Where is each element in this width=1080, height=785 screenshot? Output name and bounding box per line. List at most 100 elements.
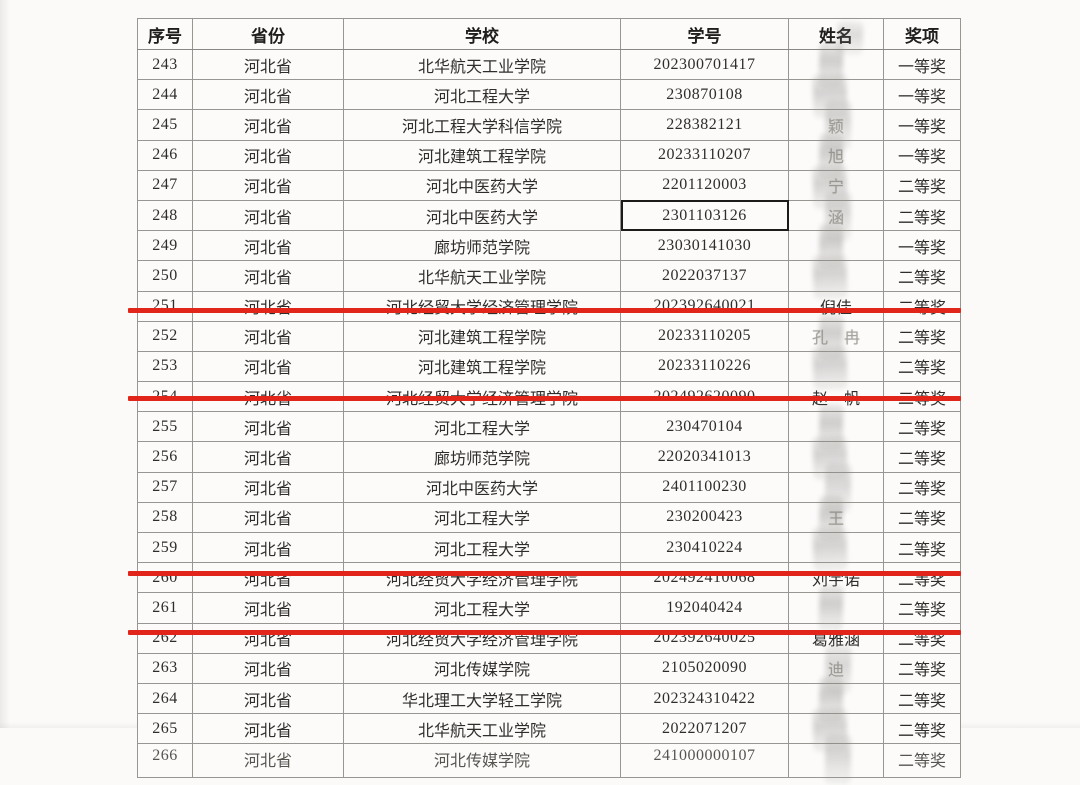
cell-province: 河北省 [192, 743, 344, 778]
cell-name: 王 [788, 494, 884, 542]
cell-province: 河北省 [192, 501, 344, 534]
cell-student-id: 2022071207 [620, 713, 789, 745]
cell-name [788, 435, 884, 482]
cell-award: 二等奖 [883, 471, 961, 503]
table-row: 250 河北省 北华航天工业学院 2022037137 二等奖 [137, 254, 961, 300]
cell-school: 河北中医药大学 [343, 471, 621, 503]
cell-award: 二等奖 [883, 682, 961, 715]
cell-award: 二等奖 [883, 441, 961, 473]
cell-name [788, 526, 884, 572]
cell-award: 二等奖 [883, 743, 961, 778]
header-school: 学校 [343, 18, 621, 50]
cell-school: 河北经贸大学经济管理学院 [343, 562, 621, 594]
table-row: 246 河北省 河北建筑工程学院 20233110207 旭 一等奖 [137, 132, 961, 179]
cell-name: 颖 [788, 100, 884, 151]
partially-erased-name-fragment: 旭 [827, 149, 844, 167]
cell-school: 河北建筑工程学院 [343, 139, 621, 171]
cell-province: 河北省 [192, 531, 344, 564]
cell-student-id: 2201120003 [620, 169, 789, 201]
cell-student-id: 202392640021 [620, 290, 789, 322]
red-marker-underline [128, 571, 961, 577]
cell-province: 河北省 [192, 199, 344, 232]
cell-index: 261 [137, 592, 193, 624]
header-award: 奖项 [883, 18, 961, 50]
cell-student-id: 20233110207 [620, 139, 789, 171]
table-row: 263 河北省 河北传媒学院 2105020090 迪 二等奖 [137, 643, 961, 694]
cell-province: 河北省 [192, 682, 344, 715]
cell-name: 倪佳 [788, 290, 884, 322]
cell-award: 二等奖 [883, 199, 961, 232]
cell-name: 葛雅涵 [788, 622, 884, 654]
cell-student-id: 192040424 [620, 592, 789, 624]
cell-award: 二等奖 [883, 562, 961, 594]
red-marker-underline [128, 395, 961, 401]
cell-student-id: 2401100230 [620, 471, 789, 503]
cell-index: 263 [137, 652, 193, 684]
cell-province: 河北省 [192, 320, 344, 352]
cell-award: 二等奖 [883, 531, 961, 564]
award-table: 序号 省份 学校 学号 姓名 奖项 243 河北省 北华航天工业学院 20230070… [137, 18, 961, 785]
cell-school: 河北传媒学院 [343, 652, 621, 684]
cell-index: 260 [137, 562, 193, 594]
table-row: 243 河北省 北华航天工业学院 202300701417 一等奖 [137, 41, 961, 89]
table-row: 244 河北省 河北工程大学 230870108 一等奖 [137, 73, 961, 119]
cell-index: 243 [137, 48, 193, 81]
cell-index: 249 [137, 230, 193, 262]
cell-name [788, 403, 884, 451]
cell-student-id: 202324310422 [620, 682, 789, 715]
header-province: 省份 [192, 18, 344, 50]
table-row: 256 河北省 廊坊师范学院 22020341013 二等奖 [137, 435, 961, 482]
cell-name: 刘宇诺 [788, 562, 884, 594]
cell-province: 河北省 [192, 79, 344, 111]
cell-student-id: 230470104 [620, 411, 789, 443]
red-marker-underline [128, 629, 961, 635]
cell-name: 迪 [788, 643, 884, 694]
cell-province: 河北省 [192, 260, 344, 292]
header-no: 序号 [137, 18, 193, 50]
cell-index: 246 [137, 139, 193, 171]
cell-student-id: 241000000107 [620, 743, 789, 778]
header-name-label: 姓名 [819, 26, 853, 46]
cell-award: 一等奖 [883, 230, 961, 262]
cell-province: 河北省 [192, 562, 344, 594]
cell-school: 河北中医药大学 [343, 199, 621, 232]
cell-index: 265 [137, 713, 193, 745]
table-body: 243 河北省 北华航天工业学院 202300701417 一等奖 244 河北省 河北工程大… [137, 41, 961, 785]
table-row: 255 河北省 河北工程大学 230470104 二等奖 [137, 403, 961, 451]
table-row: 260 河北省 河北经贸大学经济管理学院 202492410068 刘宇诺 二等奖 [137, 562, 961, 594]
cell-province: 河北省 [192, 411, 344, 443]
cell-province: 河北省 [192, 713, 344, 745]
cell-award: 二等奖 [883, 169, 961, 201]
cell-award: 二等奖 [883, 501, 961, 534]
cell-name [788, 584, 884, 632]
table-row: 248 河北省 河北中医药大学 2301103126 涵 二等奖 [137, 190, 961, 242]
cell-student-id: 202492410068 [620, 562, 789, 594]
cell-school: 河北经贸大学经济管理学院 [343, 290, 621, 322]
cell-index: 262 [137, 622, 193, 654]
cell-province: 河北省 [192, 350, 344, 383]
cell-school: 河北经贸大学经济管理学院 [343, 622, 621, 654]
cell-name [788, 734, 884, 785]
cell-province: 河北省 [192, 441, 344, 473]
cell-province: 河北省 [192, 109, 344, 141]
cell-school: 廊坊师范学院 [343, 441, 621, 473]
partially-erased-name-fragment: 王 [827, 511, 844, 529]
table-row: 252 河北省 河北建筑工程学院 20233110205 孔 冉 二等奖 [137, 313, 961, 361]
cell-school: 河北建筑工程学院 [343, 350, 621, 383]
table-row: 259 河北省 河北工程大学 230410224 二等奖 [137, 526, 961, 572]
cell-student-id: 20233110226 [620, 350, 789, 383]
cell-award: 二等奖 [883, 652, 961, 684]
cell-student-id: 2022037137 [620, 260, 789, 292]
cell-index: 251 [137, 290, 193, 322]
cell-student-id: 202392640025 [620, 622, 789, 654]
cell-name [788, 462, 884, 513]
table-row: 258 河北省 河北工程大学 230200423 王 二等奖 [137, 494, 961, 542]
red-marker-underline [128, 308, 961, 314]
cell-award: 二等奖 [883, 290, 961, 322]
cell-school: 河北建筑工程学院 [343, 320, 621, 352]
table-row: 262 河北省 河北经贸大学经济管理学院 202392640025 葛雅涵 二等奖 [137, 622, 961, 654]
table-row: 247 河北省 河北中医药大学 2201120003 宁 二等奖 [137, 164, 961, 210]
cell-name [788, 41, 884, 89]
cell-school: 北华航天工业学院 [343, 48, 621, 81]
cell-award: 二等奖 [883, 592, 961, 624]
